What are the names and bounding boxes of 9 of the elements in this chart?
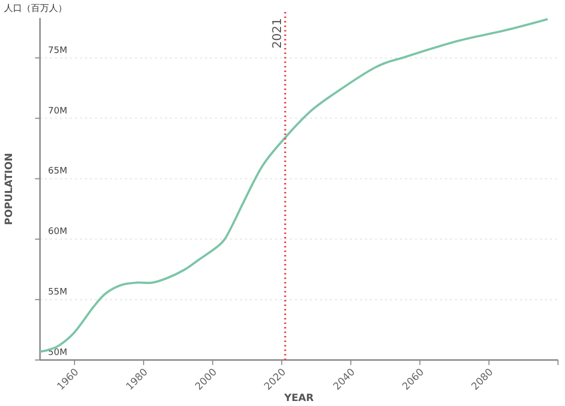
- y-tick-label: 70M: [48, 106, 68, 116]
- y-tick-label: 75M: [48, 46, 68, 56]
- y-tick-label: 65M: [48, 166, 68, 177]
- y-axis-title: POPULATION: [4, 152, 15, 226]
- chart-title: 人口（百万人）: [4, 3, 67, 14]
- ref-line-label: 2021: [270, 18, 284, 49]
- y-tick-label: 55M: [48, 288, 68, 298]
- y-tick-label: 60M: [48, 227, 68, 238]
- x-axis-title: YEAR: [283, 393, 314, 404]
